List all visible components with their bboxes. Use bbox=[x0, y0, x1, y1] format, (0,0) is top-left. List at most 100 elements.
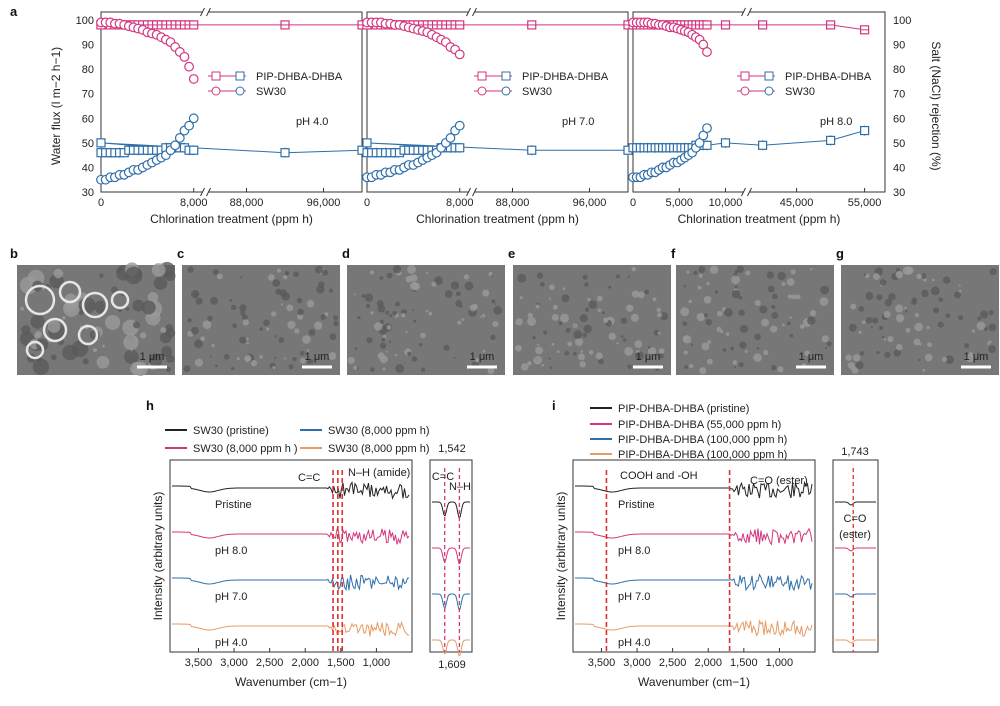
sem-texture-grain bbox=[937, 321, 944, 328]
sem-texture-grain bbox=[914, 322, 923, 332]
sem-texture-grain bbox=[584, 307, 590, 312]
spectrum-line bbox=[172, 480, 410, 500]
left-y-tick-label: 80 bbox=[82, 64, 94, 76]
sem-texture-grain bbox=[615, 274, 621, 279]
sem-texture-grain bbox=[535, 346, 544, 355]
sem-texture-grain bbox=[147, 292, 159, 303]
sem-texture-grain bbox=[976, 321, 986, 331]
left-y-tick-label: 60 bbox=[82, 113, 94, 125]
sem-texture-grain bbox=[488, 271, 493, 277]
sem-texture-grain bbox=[759, 305, 768, 314]
sem-texture-grain bbox=[958, 284, 961, 287]
sem-texture-grain bbox=[30, 314, 45, 329]
sem-texture-grain bbox=[953, 291, 961, 299]
inset-label: 1,542 bbox=[438, 443, 466, 455]
x-tick-label: 0 bbox=[364, 197, 370, 209]
sem-texture-grain bbox=[361, 294, 366, 298]
sem-texture-grain bbox=[549, 284, 555, 290]
legend-label: PIP-DHBA-DHBA (55,000 ppm h) bbox=[618, 419, 781, 431]
sem-texture-grain bbox=[482, 289, 490, 297]
sem-texture-grain bbox=[259, 327, 263, 331]
sem-texture-grain bbox=[527, 317, 536, 326]
sem-texture-grain bbox=[767, 285, 775, 293]
sem-texture-grain bbox=[738, 361, 744, 368]
sem-texture-grain bbox=[420, 367, 426, 372]
sem-texture-grain bbox=[353, 293, 357, 296]
sem-texture-grain bbox=[195, 297, 203, 305]
sem-texture-grain bbox=[738, 295, 743, 300]
sem-texture-grain bbox=[379, 276, 384, 280]
sem-texture-grain bbox=[791, 294, 797, 300]
sem-texture-grain bbox=[78, 297, 96, 314]
sem-texture-grain bbox=[924, 353, 933, 362]
sem-texture-grain bbox=[574, 337, 584, 347]
x-tick-label: 3,000 bbox=[220, 657, 248, 669]
sem-texture-grain bbox=[696, 312, 705, 322]
sem-texture-grain bbox=[603, 317, 609, 323]
sem-texture-grain bbox=[211, 343, 215, 348]
inset-spectrum-line bbox=[835, 593, 876, 598]
sem-texture-grain bbox=[382, 367, 386, 371]
legend-label: PIP-DHBA-DHBA bbox=[256, 71, 343, 83]
sem-texture-grain bbox=[450, 281, 460, 290]
sem-texture-grain bbox=[297, 308, 304, 316]
data-point-square bbox=[96, 138, 106, 148]
sem-texture-grain bbox=[420, 332, 426, 339]
sem-texture-grain bbox=[153, 276, 168, 290]
sem-texture-grain bbox=[883, 338, 886, 341]
sem-texture-grain bbox=[280, 303, 283, 306]
sem-image-c: c 1 μm bbox=[177, 246, 340, 375]
sem-texture-grain bbox=[314, 321, 323, 330]
sem-texture-grain bbox=[705, 318, 713, 326]
sem-texture-grain bbox=[278, 337, 285, 343]
sem-texture-grain bbox=[125, 266, 143, 285]
legend-marker-square bbox=[740, 71, 750, 81]
sem-texture-grain bbox=[964, 343, 970, 349]
sem-texture-grain bbox=[92, 347, 98, 353]
sem-texture-grain bbox=[405, 275, 413, 283]
sem-texture-grain bbox=[245, 337, 249, 341]
sem-texture-grain bbox=[697, 285, 702, 290]
inset-label: N–H bbox=[449, 481, 471, 493]
sem-texture-grain bbox=[698, 266, 706, 274]
sem-texture-grain bbox=[572, 322, 579, 329]
sem-texture-grain bbox=[706, 281, 710, 286]
sem-texture-grain bbox=[288, 364, 294, 370]
sem-texture-grain bbox=[876, 294, 883, 301]
sem-texture-grain bbox=[125, 307, 130, 311]
spectrum-label: Pristine bbox=[215, 499, 252, 511]
sem-texture-grain bbox=[731, 275, 740, 285]
sem-texture-grain bbox=[62, 316, 66, 320]
inset-frame bbox=[429, 459, 473, 653]
sem-texture-grain bbox=[707, 340, 711, 344]
right-y-tick-label: 60 bbox=[893, 113, 905, 125]
sem-texture-grain bbox=[19, 276, 38, 295]
sem-texture-grain bbox=[541, 363, 545, 367]
annotation-label: C=C bbox=[298, 472, 320, 484]
sem-texture-grain bbox=[958, 289, 962, 293]
sem-texture-grain bbox=[912, 300, 917, 306]
sem-texture-grain bbox=[637, 291, 645, 299]
sem-texture-grain bbox=[852, 354, 861, 362]
panel-letter-h: h bbox=[146, 398, 154, 413]
sem-texture-grain bbox=[809, 309, 817, 317]
sem-micrograph bbox=[347, 265, 505, 375]
spectrum-label: pH 8.0 bbox=[618, 545, 650, 557]
sem-texture-grain bbox=[418, 342, 423, 347]
sem-texture-grain bbox=[405, 330, 408, 333]
sem-texture-grain bbox=[703, 295, 712, 304]
sem-texture-grain bbox=[411, 356, 418, 362]
sem-texture-grain bbox=[21, 325, 31, 335]
sem-texture-grain bbox=[734, 285, 738, 289]
sem-texture-grain bbox=[385, 310, 390, 315]
sem-texture-grain bbox=[744, 350, 748, 354]
sem-texture-grain bbox=[299, 350, 305, 356]
sem-texture-grain bbox=[200, 336, 205, 342]
sem-texture-grain bbox=[704, 313, 709, 318]
sem-texture-grain bbox=[160, 327, 167, 334]
sem-texture-grain bbox=[622, 338, 627, 342]
annotation-label: N–H (amide) bbox=[348, 467, 410, 479]
sem-texture-grain bbox=[515, 344, 522, 352]
sem-texture-grain bbox=[896, 344, 903, 351]
data-point-circle bbox=[188, 113, 199, 124]
